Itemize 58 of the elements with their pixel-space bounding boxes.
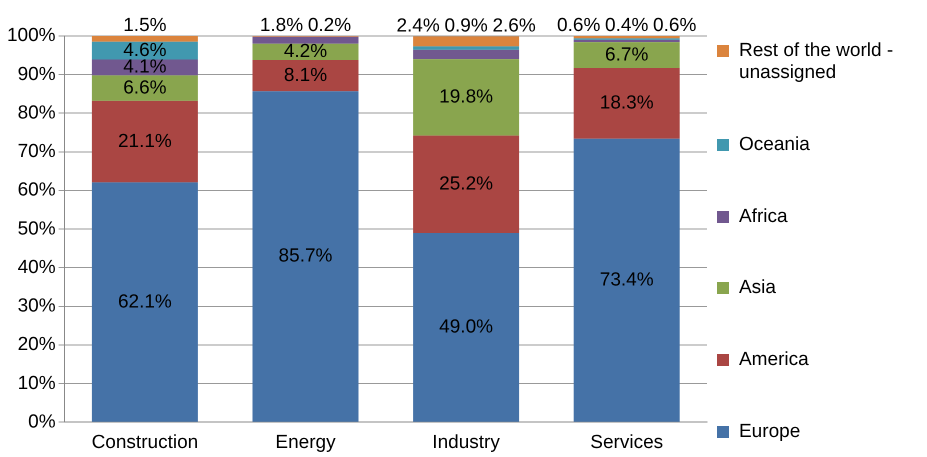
y-tick-label: 10% — [18, 372, 56, 394]
data-label: 73.4% — [600, 269, 654, 290]
bar — [252, 36, 358, 44]
x-tick-label: Construction — [92, 432, 198, 453]
data-label: 18.3% — [600, 92, 654, 114]
data-label: 6.7% — [605, 44, 648, 66]
data-label: 4.2% — [284, 41, 328, 62]
data-label: 0.6% — [653, 15, 696, 36]
x-tick-label: Energy — [275, 432, 336, 453]
data-label: 62.1% — [118, 291, 172, 312]
legend-label: Oceania — [739, 134, 810, 156]
y-tick-label: 100% — [6, 25, 56, 46]
bar — [413, 136, 520, 233]
data-label: 19.8% — [439, 86, 494, 108]
y-tick-label: 20% — [18, 334, 56, 356]
data-label: 2.4% — [396, 16, 440, 37]
bar — [413, 36, 520, 46]
bar — [413, 232, 520, 422]
y-tick-label: 90% — [18, 64, 56, 85]
bar — [92, 36, 198, 42]
x-tick-label: Services — [590, 432, 664, 453]
data-label: 0.4% — [605, 15, 648, 36]
data-label: 2.6% — [492, 16, 536, 37]
y-tick-label: 70% — [18, 141, 56, 162]
bar — [413, 59, 520, 136]
bar — [413, 50, 520, 60]
data-label: 0.9% — [444, 16, 488, 37]
data-label: 85.7% — [278, 246, 333, 267]
bar — [574, 138, 680, 422]
data-label: 21.1% — [118, 130, 172, 152]
data-label: 1.5% — [123, 15, 167, 36]
y-tick-label: 60% — [18, 180, 56, 201]
y-tick-label: 50% — [18, 218, 56, 240]
bar — [92, 100, 198, 182]
bar — [413, 46, 520, 50]
y-tick-label: 0% — [28, 411, 56, 432]
data-label: 49.0% — [439, 316, 494, 338]
bar — [252, 60, 358, 92]
legend-label: Europe — [739, 420, 800, 443]
legend-label: Asia — [739, 277, 776, 300]
legend-label: Rest of the world - unassigned — [739, 40, 894, 84]
bar — [252, 91, 358, 422]
data-label: 6.6% — [123, 77, 167, 98]
bar — [574, 68, 680, 139]
y-tick-label: 40% — [18, 256, 56, 278]
bar — [92, 182, 198, 422]
data-label: 8.1% — [284, 64, 328, 86]
y-tick-label: 30% — [18, 296, 56, 317]
legend-label: America — [739, 349, 809, 372]
data-label: 25.2% — [439, 174, 494, 195]
x-tick-label: Industry — [432, 432, 500, 453]
data-label: 0.2% — [308, 15, 352, 36]
legend-label: Africa — [739, 206, 788, 228]
data-label: 1.8% — [260, 15, 304, 36]
y-tick-label: 80% — [18, 102, 56, 124]
bar — [574, 42, 680, 68]
data-label: 0.6% — [557, 15, 600, 36]
bar — [92, 75, 198, 101]
